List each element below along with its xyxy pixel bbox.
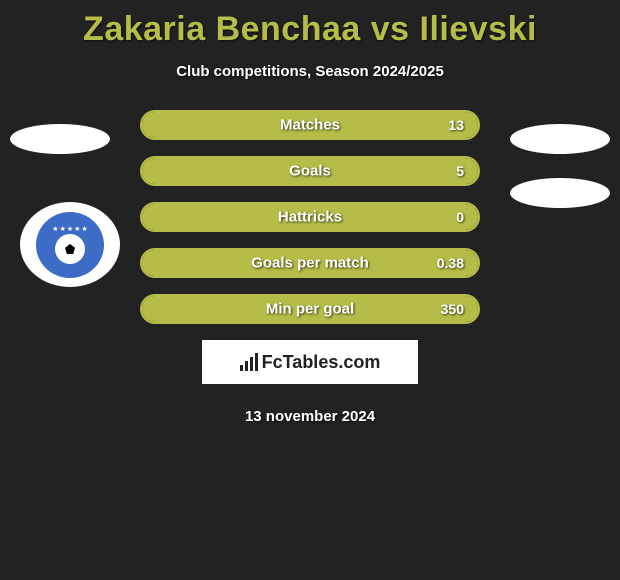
player2-badge xyxy=(510,124,610,154)
club-logo-inner: ★★★★★ xyxy=(36,212,104,278)
bar-chart-icon xyxy=(240,353,258,371)
stats-section: ★★★★★ Matches 13 Goals 5 Hattricks 0 Goa… xyxy=(0,110,620,425)
stat-label: Min per goal xyxy=(142,301,478,318)
brand-text: FcTables.com xyxy=(262,352,381,373)
date-text: 13 november 2024 xyxy=(0,408,620,425)
player1-badge xyxy=(10,124,110,154)
player2-badge-2 xyxy=(510,178,610,208)
stat-value: 350 xyxy=(441,301,464,317)
stat-row-matches: Matches 13 xyxy=(140,110,480,140)
stat-row-goals-per-match: Goals per match 0.38 xyxy=(140,248,480,278)
stat-bars: Matches 13 Goals 5 Hattricks 0 Goals per… xyxy=(140,110,480,324)
stat-value: 0.38 xyxy=(437,255,464,271)
stat-row-hattricks: Hattricks 0 xyxy=(140,202,480,232)
stat-label: Matches xyxy=(142,117,478,134)
brand-box[interactable]: FcTables.com xyxy=(202,340,418,384)
stat-label: Goals per match xyxy=(142,255,478,272)
stat-row-min-per-goal: Min per goal 350 xyxy=(140,294,480,324)
stat-value: 5 xyxy=(456,163,464,179)
stat-value: 13 xyxy=(448,117,464,133)
stars-icon: ★★★★★ xyxy=(52,225,87,233)
stat-label: Goals xyxy=(142,163,478,180)
stat-value: 0 xyxy=(456,209,464,225)
stat-label: Hattricks xyxy=(142,209,478,226)
stat-row-goals: Goals 5 xyxy=(140,156,480,186)
page-title: Zakaria Benchaa vs Ilievski xyxy=(0,0,620,49)
club-logo: ★★★★★ xyxy=(20,202,120,287)
page-subtitle: Club competitions, Season 2024/2025 xyxy=(0,63,620,80)
soccer-ball-icon xyxy=(55,234,85,264)
